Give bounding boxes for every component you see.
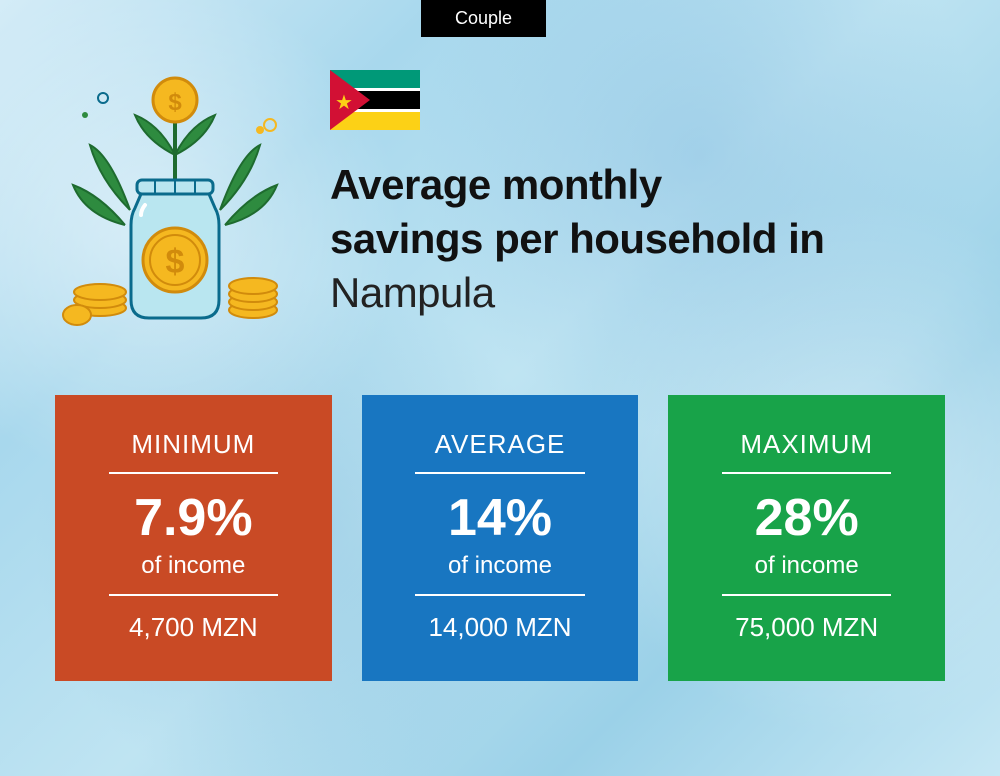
title-line-1: Average monthly	[330, 161, 662, 208]
stats-cards-row: MINIMUM 7.9% of income 4,700 MZN AVERAGE…	[55, 395, 945, 681]
savings-jar-illustration: $ $	[55, 60, 295, 330]
card-label: AVERAGE	[386, 429, 615, 472]
title-area: ★ Average monthly savings per household …	[330, 60, 824, 319]
card-sub: of income	[692, 552, 921, 594]
card-percent: 7.9%	[79, 474, 308, 552]
card-label: MINIMUM	[79, 429, 308, 472]
card-percent: 28%	[692, 474, 921, 552]
card-minimum: MINIMUM 7.9% of income 4,700 MZN	[55, 395, 332, 681]
card-maximum: MAXIMUM 28% of income 75,000 MZN	[668, 395, 945, 681]
mozambique-flag-icon: ★	[330, 70, 420, 130]
title-location: Nampula	[330, 269, 495, 316]
card-sub: of income	[386, 552, 615, 594]
coin-stack-left	[63, 284, 126, 325]
card-amount: 4,700 MZN	[79, 596, 308, 643]
category-tab: Couple	[421, 0, 546, 37]
svg-text:$: $	[168, 89, 182, 116]
card-average: AVERAGE 14% of income 14,000 MZN	[362, 395, 639, 681]
header-section: $ $ ★	[55, 60, 824, 330]
card-percent: 14%	[386, 474, 615, 552]
page-title: Average monthly savings per household in…	[330, 158, 824, 319]
coin-stack-right	[229, 278, 277, 318]
card-amount: 14,000 MZN	[386, 596, 615, 643]
svg-text:$: $	[166, 243, 185, 281]
card-label: MAXIMUM	[692, 429, 921, 472]
card-sub: of income	[79, 552, 308, 594]
savings-jar: $	[131, 180, 219, 318]
title-line-2: savings per household in	[330, 215, 824, 262]
card-amount: 75,000 MZN	[692, 596, 921, 643]
